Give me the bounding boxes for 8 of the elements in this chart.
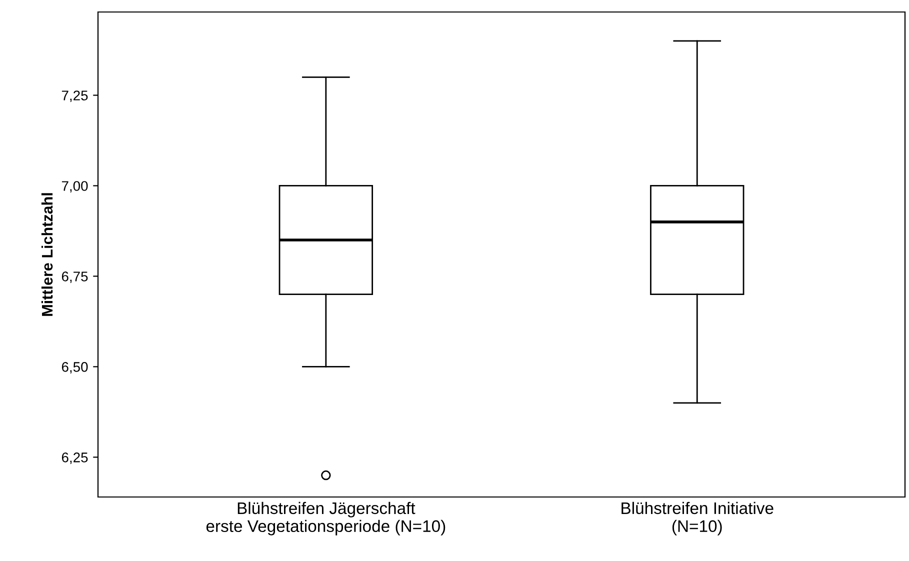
y-tick-label: 7,25	[62, 90, 88, 102]
x-tick-label: Blühstreifen Jägerschaft erste Vegetationsperiode (N=10)	[206, 502, 446, 536]
y-tick-label: 7,00	[62, 181, 88, 193]
y-axis-title: Mittlere Lichtzahl	[41, 193, 53, 316]
y-tick-label: 6,50	[62, 362, 88, 374]
x-tick-label: Blühstreifen Initiative (N=10)	[622, 502, 774, 536]
y-tick-label: 6,75	[62, 272, 88, 284]
y-tick-label: 6,25	[62, 452, 88, 464]
